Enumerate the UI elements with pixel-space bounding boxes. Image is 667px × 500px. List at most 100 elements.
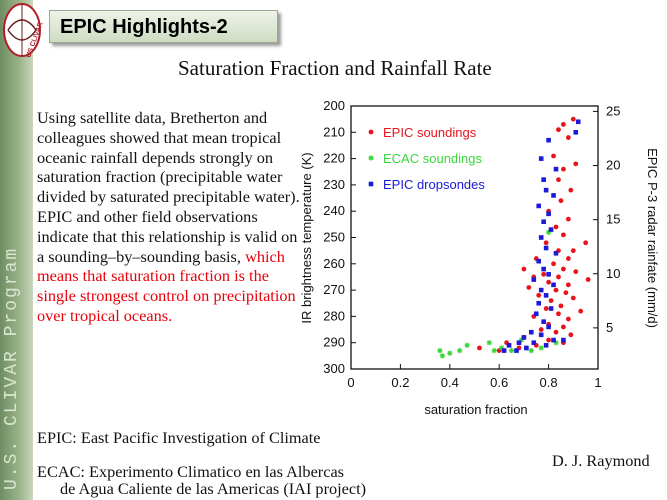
- y-left-tick-label: 270: [323, 282, 345, 297]
- ecac-definition-line2: de Agua Caliente de las Americas (IAI pr…: [60, 479, 367, 498]
- epic-soundings-point: [578, 308, 584, 314]
- epic-soundings-point: [548, 298, 554, 304]
- epic-soundings-point: [558, 303, 564, 309]
- epic-soundings-point: [551, 153, 556, 159]
- ecac-soundings-point: [437, 347, 443, 354]
- epic-dropsondes-point: [546, 211, 551, 217]
- epic-soundings-point: [556, 127, 561, 133]
- program-label: U.S. CLIVAR Program: [2, 246, 22, 490]
- epic-dropsondes-point: [561, 337, 566, 343]
- epic-soundings-point: [543, 240, 549, 246]
- ecac-soundings-point: [553, 340, 559, 346]
- sidebar-banner: U.S. CLIVAR Program: [0, 0, 33, 500]
- epic-soundings-point: [526, 285, 532, 290]
- y-left-tick-label: 280: [323, 308, 345, 323]
- epic-dropsondes-point: [548, 227, 554, 232]
- epic-dropsondes-point: [541, 219, 546, 225]
- y-left-tick-label: 300: [323, 361, 345, 376]
- legend-marker: [368, 155, 374, 161]
- epic-soundings-point: [551, 261, 556, 267]
- epic-dropsondes-point: [533, 311, 539, 317]
- y-left-tick-label: 220: [323, 151, 345, 166]
- x-tick-label: 1: [594, 375, 601, 390]
- epic-dropsondes-point: [536, 300, 542, 306]
- body-text-black: Using satellite data, Bretherton and col…: [37, 108, 300, 266]
- epic-dropsondes-point: [546, 272, 551, 277]
- legend-label: EPIC dropsondes: [383, 177, 485, 192]
- epic-soundings-point: [556, 311, 561, 317]
- epic-dropsondes-point: [531, 277, 537, 282]
- x-tick-label: 0.4: [441, 375, 459, 390]
- epic-soundings-point: [585, 277, 591, 282]
- epic-soundings-point: [561, 266, 566, 272]
- epic-soundings-point: [553, 329, 559, 335]
- x-tick-label: 0: [347, 375, 354, 390]
- y-left-tick-label: 200: [323, 98, 345, 113]
- epic-dropsondes-point: [551, 193, 556, 198]
- epic-dropsondes-point: [541, 266, 546, 272]
- epic-dropsondes-point: [553, 166, 559, 172]
- epic-dropsondes-point: [506, 343, 512, 348]
- y-right-tick-label: 25: [606, 103, 620, 118]
- epic-soundings-point: [570, 248, 576, 254]
- x-tick-label: 0.8: [540, 375, 558, 390]
- epic-dropsondes-point: [543, 187, 549, 193]
- epic-dropsondes-point: [514, 348, 519, 353]
- epic-soundings-point: [565, 256, 571, 261]
- epic-dropsondes-point: [516, 340, 522, 345]
- epic-soundings-point: [521, 266, 527, 272]
- epic-soundings-point: [477, 345, 482, 351]
- epic-dropsondes-point: [538, 287, 544, 293]
- ecac-soundings-point: [499, 345, 505, 351]
- epic-soundings-point: [556, 274, 561, 280]
- ecac-definition-line1: ECAC: Experimento Climatico en las Alber…: [37, 462, 345, 481]
- epic-soundings-point: [561, 232, 566, 238]
- ecac-soundings-point: [538, 345, 544, 351]
- epic-soundings-point: [553, 224, 559, 230]
- slide-heading: Saturation Fraction and Rainfall Rate: [178, 56, 492, 80]
- epic-dropsondes-point: [538, 332, 544, 338]
- ecac-soundings-point: [491, 347, 497, 354]
- epic-soundings-point: [561, 166, 566, 172]
- epic-soundings-point: [573, 269, 579, 275]
- legend-label: EPIC soundings: [383, 125, 477, 140]
- epic-dropsondes-point: [536, 203, 542, 209]
- epic-soundings-point: [568, 332, 574, 338]
- epic-soundings-point: [568, 187, 574, 193]
- epic-dropsondes-point: [536, 258, 542, 264]
- ecac-soundings-point: [508, 347, 515, 354]
- epic-dropsondes-point: [543, 245, 549, 251]
- epic-dropsondes-point: [551, 282, 556, 288]
- epic-dropsondes-point: [543, 343, 549, 348]
- x-tick-label: 0.6: [490, 375, 508, 390]
- epic-dropsondes-point: [538, 156, 544, 161]
- epic-dropsondes-point: [573, 130, 579, 135]
- y-axis-right-label: EPIC P-3 radar rainfate (mm/d): [645, 148, 660, 328]
- y-right-tick-label: 5: [606, 320, 613, 335]
- ecac-soundings-point: [518, 337, 525, 343]
- y-left-tick-label: 210: [323, 124, 345, 139]
- ecac-soundings-point: [528, 347, 534, 354]
- epic-soundings-point: [565, 316, 571, 322]
- y-left-tick-label: 260: [323, 256, 345, 271]
- epic-soundings-point: [558, 198, 564, 204]
- epic-dropsondes-point: [543, 293, 549, 298]
- epic-soundings-point: [546, 279, 551, 285]
- y-left-tick-label: 290: [323, 335, 345, 350]
- epic-definition: EPIC: East Pacific Investigation of Clim…: [37, 428, 321, 447]
- legend-marker: [368, 129, 374, 135]
- y-right-tick-label: 10: [606, 266, 620, 281]
- x-axis-label: saturation fraction: [424, 402, 527, 417]
- epic-dropsondes-point: [529, 329, 534, 335]
- epic-soundings-point: [570, 295, 576, 301]
- y-left-tick-label: 240: [323, 203, 345, 218]
- epic-soundings-point: [541, 271, 547, 277]
- epic-soundings-point: [538, 327, 544, 332]
- epic-dropsondes-point: [538, 235, 544, 240]
- epic-soundings-point: [543, 306, 549, 311]
- epic-soundings-point: [561, 122, 566, 127]
- ecac-soundings-point: [486, 340, 492, 346]
- epic-dropsondes-point: [546, 137, 551, 143]
- epic-soundings-point: [563, 290, 569, 296]
- ecac-soundings-point: [457, 347, 463, 354]
